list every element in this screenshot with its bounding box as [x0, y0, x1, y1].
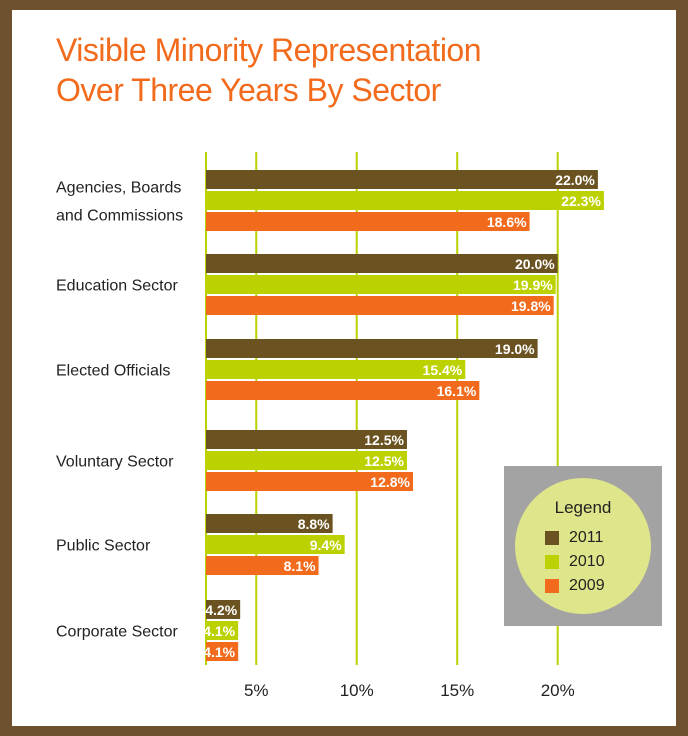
legend-item-2010: 2010 — [545, 552, 605, 572]
data-label: 19.8% — [511, 298, 551, 314]
bar-2011 — [206, 514, 333, 533]
data-label: 20.0% — [515, 256, 555, 272]
bar-2011 — [206, 600, 241, 619]
bar-chart: 22.0% 22.3% 18.6% 20.0% 19.9% 19.8% 19.0% 15.4%… — [56, 152, 604, 700]
bar-2010 — [206, 451, 407, 470]
legend-title: Legend — [554, 498, 612, 517]
bars: 22.0% 22.3% 18.6% 20.0% 19.9% 19.8% 19.0% 15.4%… — [203, 170, 604, 661]
data-label: 22.0% — [555, 172, 595, 188]
legend: Legend 2011 2010 2009 — [504, 466, 662, 626]
bar-2010 — [206, 360, 466, 379]
data-label: 18.6% — [487, 214, 527, 230]
bar-2011 — [206, 254, 558, 273]
bar-2009 — [206, 472, 414, 491]
data-label: 12.5% — [364, 432, 404, 448]
bar-2011 — [206, 339, 538, 358]
data-label: 4.1% — [203, 623, 235, 639]
data-label: 4.2% — [205, 602, 237, 618]
data-label: 16.1% — [437, 383, 477, 399]
data-label: 9.4% — [310, 537, 342, 553]
category-label: Corporate Sector — [56, 624, 179, 641]
data-label: 19.0% — [495, 341, 535, 357]
category-label: Public Sector — [56, 538, 151, 555]
legend-swatch-2010 — [545, 555, 559, 569]
legend-label-2011: 2011 — [569, 529, 604, 546]
bar-2010 — [206, 535, 345, 554]
data-label: 15.4% — [423, 362, 463, 378]
category-labels: Agencies, Boards and Commissions Education… — [56, 180, 183, 641]
legend-circle: Legend 2011 2010 2009 — [515, 478, 651, 614]
bar-2009 — [206, 296, 554, 315]
category-label: and Commissions — [56, 208, 183, 225]
x-tick-label: 5% — [244, 681, 269, 700]
data-label: 19.9% — [513, 277, 553, 293]
x-tick-label: 10% — [340, 681, 374, 700]
bar-2010 — [206, 275, 556, 294]
bar-2010 — [206, 621, 239, 640]
chart-title-line-2: Over Three Years By Sector — [56, 72, 441, 108]
bar-2009 — [206, 556, 319, 575]
category-label: Education Sector — [56, 278, 179, 295]
chart-title-line-1: Visible Minority Representation — [56, 32, 482, 68]
legend-swatch-2011 — [545, 531, 559, 545]
category-label: Voluntary Sector — [56, 454, 174, 471]
data-label: 22.3% — [561, 193, 601, 209]
x-axis-ticks: 5% 10% 15% 20% — [244, 681, 575, 700]
data-label: 8.8% — [298, 516, 330, 532]
legend-label-2009: 2009 — [569, 577, 605, 594]
legend-swatch-2009 — [545, 579, 559, 593]
data-label: 8.1% — [284, 558, 316, 574]
bar-2010 — [206, 191, 604, 210]
legend-item-2009: 2009 — [545, 576, 605, 596]
legend-item-2011: 2011 — [545, 528, 603, 548]
bar-2011 — [206, 170, 598, 189]
bar-2009 — [206, 381, 480, 400]
category-label: Elected Officials — [56, 363, 170, 380]
data-label: 4.1% — [203, 644, 235, 660]
chart-frame: Visible Minority Representation Over Thr… — [12, 10, 676, 726]
x-tick-label: 20% — [541, 681, 575, 700]
data-label: 12.5% — [364, 453, 404, 469]
chart-title: Visible Minority Representation Over Thr… — [56, 30, 656, 110]
data-label: 12.8% — [370, 474, 410, 490]
bar-2009 — [206, 212, 530, 231]
bar-2011 — [206, 430, 407, 449]
x-tick-label: 15% — [440, 681, 474, 700]
legend-label-2010: 2010 — [569, 553, 605, 570]
bar-2009 — [206, 642, 239, 661]
category-label: Agencies, Boards — [56, 180, 181, 197]
